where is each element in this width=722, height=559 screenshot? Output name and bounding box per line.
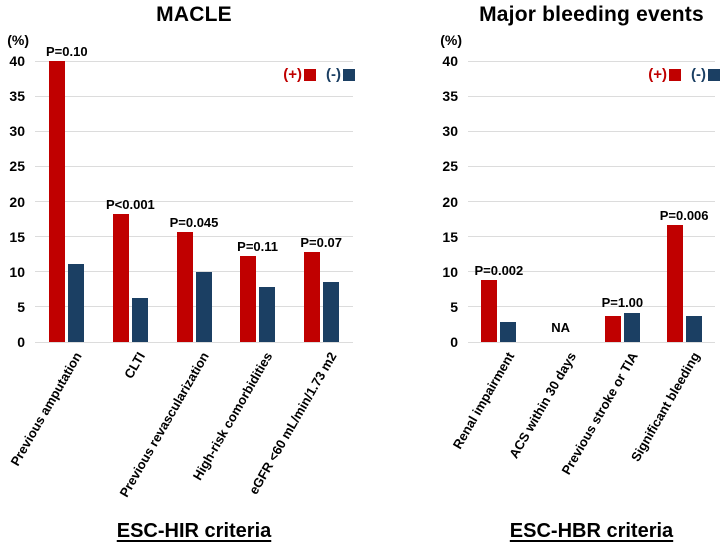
gridline — [35, 165, 353, 167]
bar-positive — [49, 61, 66, 342]
legend: (+) (-) — [35, 67, 355, 83]
bar-negative — [195, 271, 212, 342]
legend-positive-label: (+) — [283, 66, 302, 83]
gridline — [35, 306, 353, 308]
y-tick-label: 25 — [9, 158, 25, 175]
gridline — [35, 236, 353, 238]
gridline — [468, 306, 715, 308]
x-axis-title: ESC-HBR criteria — [509, 520, 674, 542]
x-category-label: ACS within 30 days — [505, 349, 579, 461]
p-value-label: P=0.07 — [300, 235, 342, 251]
bar-negative — [322, 281, 339, 342]
p-value-label: P=0.002 — [474, 263, 524, 279]
gridline — [35, 60, 353, 62]
legend-negative-label: (-) — [691, 66, 706, 83]
gridline — [468, 341, 715, 343]
y-tick-label: 0 — [17, 334, 25, 350]
gridline — [468, 95, 715, 97]
p-value-label: P=0.006 — [659, 208, 709, 224]
y-tick-label: 10 — [442, 263, 458, 280]
bar-negative — [68, 264, 85, 342]
gridline — [35, 130, 353, 132]
bar-positive — [481, 280, 498, 342]
bar-negative — [623, 312, 640, 342]
y-tick-label: 25 — [442, 158, 458, 175]
bar-negative — [131, 298, 148, 342]
legend-negative-swatch-icon — [343, 69, 355, 81]
y-tick-label: 5 — [450, 298, 458, 315]
bar-positive — [112, 214, 129, 342]
y-tick-label: 40 — [9, 53, 25, 69]
y-tick-label: 35 — [9, 88, 25, 105]
y-tick-label: 0 — [450, 334, 458, 350]
y-tick-label: 15 — [9, 228, 25, 245]
x-category-label: CLTI — [121, 349, 149, 382]
plot-area — [468, 60, 715, 343]
legend-positive-swatch-icon — [304, 69, 316, 81]
bar-negative — [500, 321, 517, 342]
y-axis-unit-label: (%) — [7, 32, 29, 48]
gridline — [35, 95, 353, 97]
chart-title: MACLE — [156, 3, 232, 26]
bar-positive — [240, 256, 257, 342]
gridline — [468, 236, 715, 238]
y-tick-label: 15 — [442, 228, 458, 245]
x-axis-title: ESC-HIR criteria — [116, 520, 272, 542]
gridline — [468, 165, 715, 167]
y-tick-label: 5 — [17, 298, 25, 315]
chart-title: Major bleeding events — [479, 3, 704, 26]
legend-positive-swatch-icon — [669, 69, 681, 81]
y-axis-unit-label: (%) — [440, 32, 462, 48]
bar-positive — [604, 316, 621, 342]
gridline — [35, 271, 353, 273]
legend-positive-label: (+) — [648, 66, 667, 83]
bar-negative — [259, 287, 276, 342]
p-value-label: P<0.001 — [105, 197, 155, 213]
p-value-label: P=1.00 — [601, 295, 644, 311]
y-tick-label: 10 — [9, 263, 25, 280]
p-value-label: P=0.11 — [237, 239, 279, 255]
chart-major-bleeding-events: Major bleeding events (%) (+) (-) ESC-HB… — [361, 0, 722, 559]
chart-macle: MACLE (%) (+) (-) ESC-HIR criteria 0 5 10 1… — [7, 3, 355, 542]
gridline — [35, 341, 353, 343]
plot-area — [35, 60, 353, 343]
x-category-label: Previous amputation — [7, 349, 85, 469]
y-tick-label: 20 — [9, 193, 25, 210]
x-category-label: Renal impairment — [449, 349, 517, 452]
gridline — [468, 271, 715, 273]
y-tick-label: 20 — [442, 193, 458, 210]
legend-negative-label: (-) — [326, 66, 341, 83]
y-tick-label: 30 — [9, 123, 25, 140]
bar-negative — [685, 316, 702, 342]
y-tick-label: 35 — [442, 88, 458, 105]
legend-negative-swatch-icon — [708, 69, 720, 81]
gridline — [35, 201, 353, 202]
bar-positive — [303, 252, 320, 342]
bar-positive — [666, 225, 683, 342]
gridline — [468, 201, 715, 202]
y-tick-label: 40 — [442, 53, 458, 69]
legend: (+) (-) — [468, 67, 720, 83]
y-tick-label: 30 — [442, 123, 458, 140]
gridline — [468, 130, 715, 132]
bar-positive — [176, 232, 193, 342]
na-label: NA — [551, 320, 571, 335]
x-category-label: Significant bleeding — [627, 349, 703, 464]
p-value-label: P=0.10 — [46, 44, 88, 59]
gridline — [468, 60, 715, 62]
p-value-label: P=0.045 — [169, 215, 219, 231]
